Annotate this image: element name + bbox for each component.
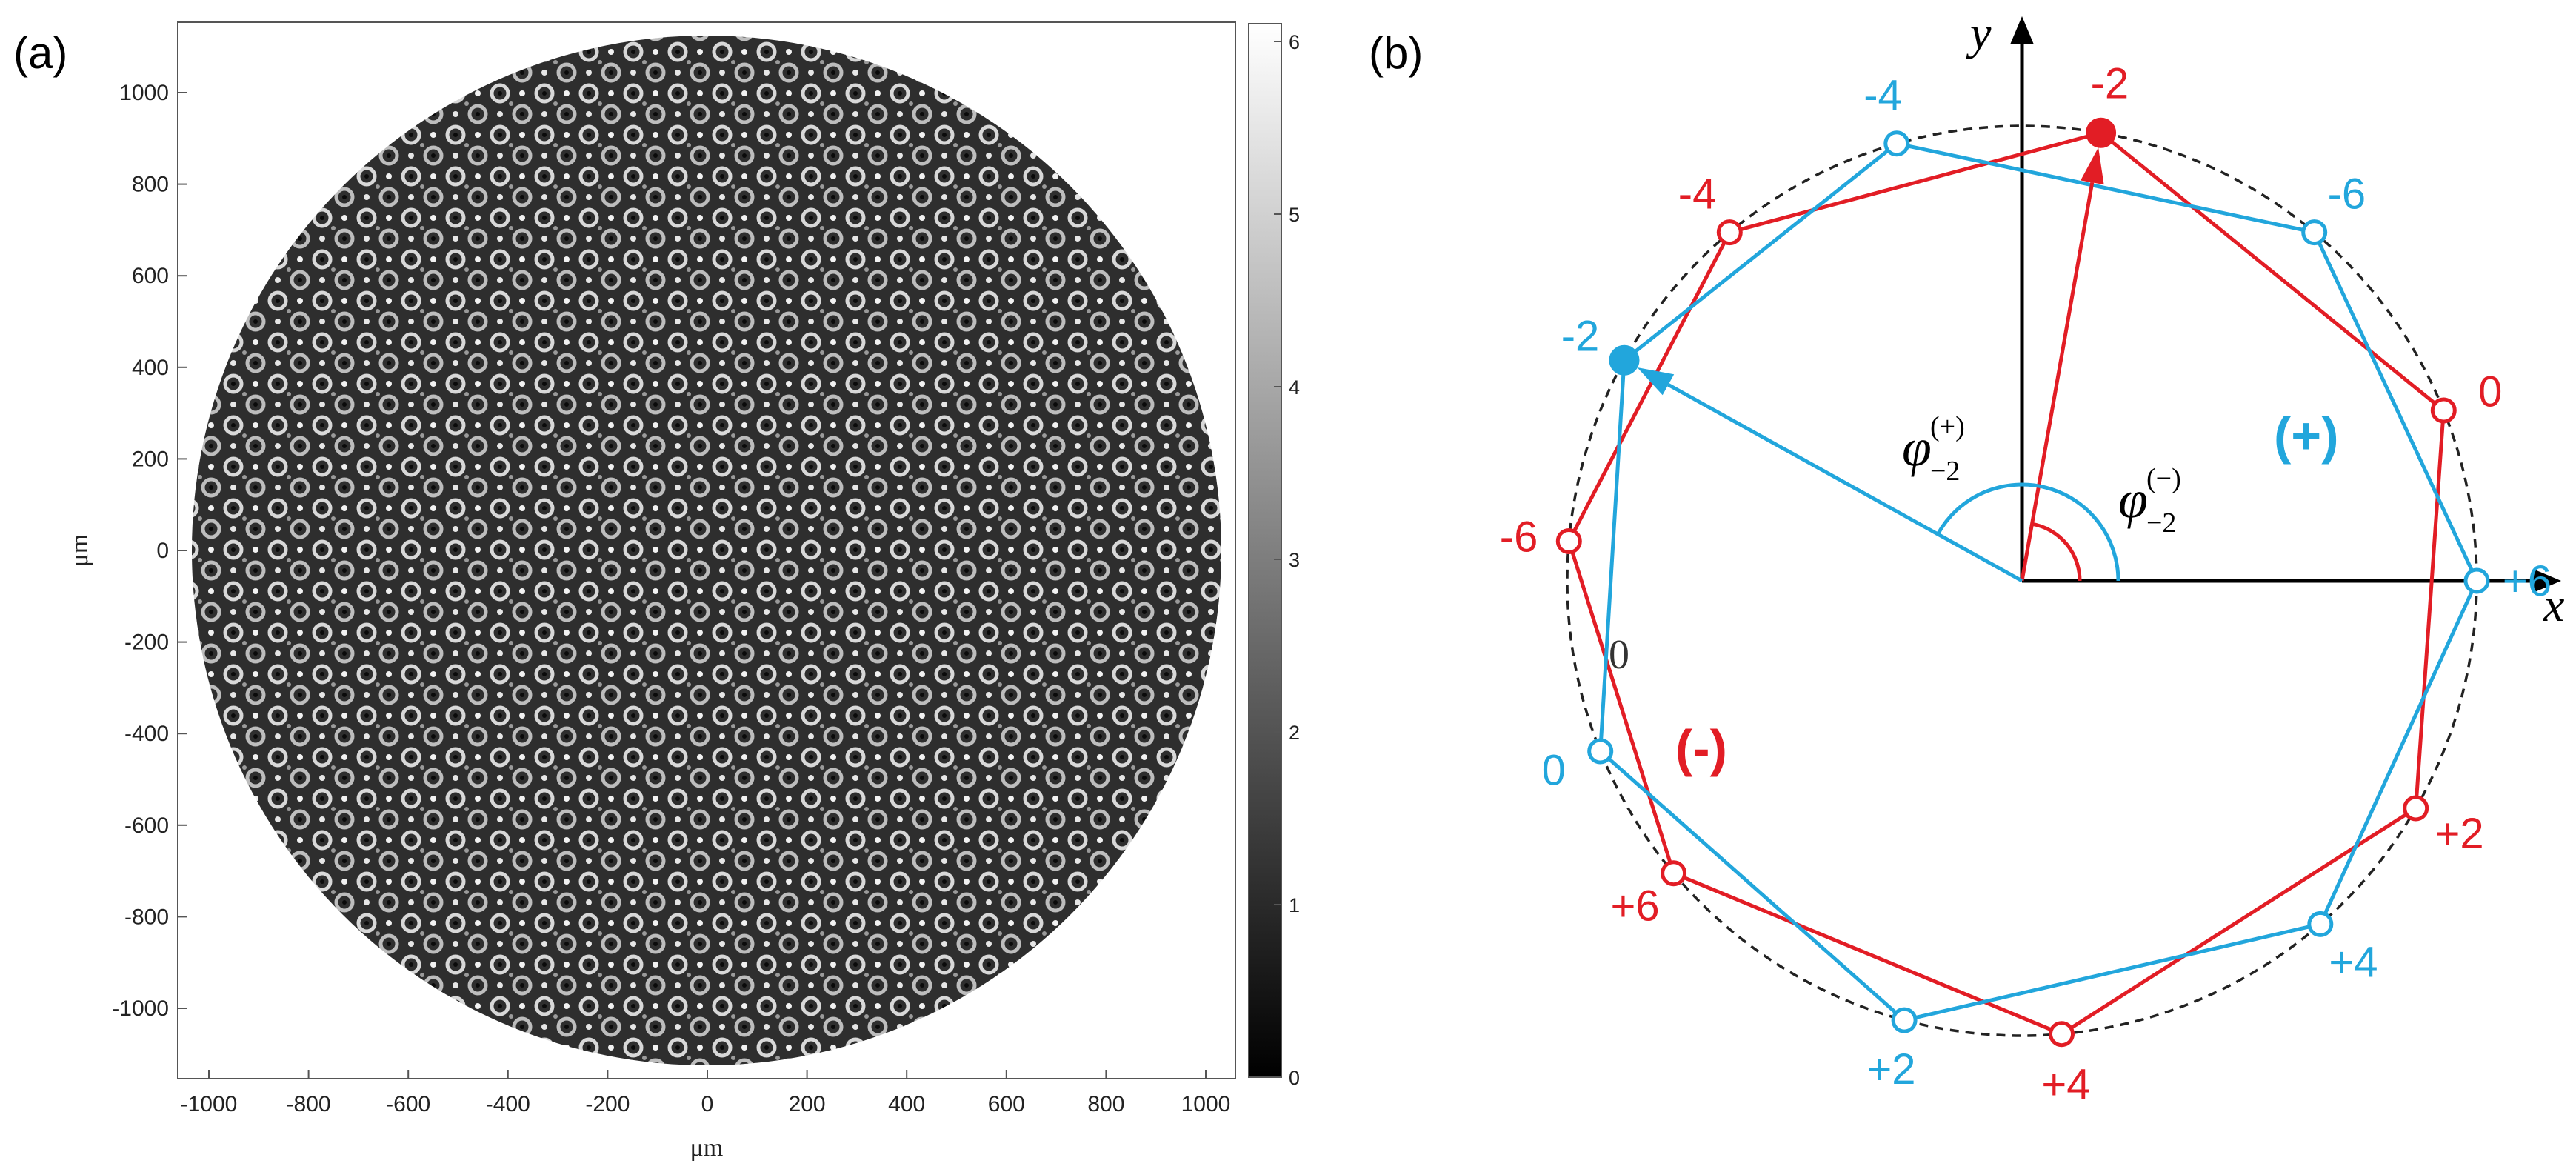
colorbar — [1248, 23, 1282, 1078]
x-tick-label: -800 — [287, 1092, 331, 1116]
x-tick-labels: -1000 -800 -600 -400 -200 0 200 400 600 800 1000 — [181, 1070, 1231, 1116]
y-tick-label: -600 — [124, 813, 169, 838]
blue-point-label: 0 — [1542, 747, 1566, 795]
colorbar-tick-label: 5 — [1289, 204, 1300, 226]
red-polygon — [1566, 130, 2446, 1036]
red-point-label: -4 — [1678, 170, 1717, 219]
colorbar-tick-labels: 6 5 4 3 2 1 0 — [1274, 31, 1300, 1089]
blue-point-label: -6 — [2328, 170, 2366, 219]
x-tick-label: 600 — [988, 1092, 1025, 1116]
y-axis-letter: y — [1966, 7, 1992, 59]
y-axis-label: μm — [66, 534, 93, 567]
phi-minus-arc — [2032, 522, 2082, 582]
blue-point-label: -2 — [1561, 312, 1600, 360]
blue-point-marker — [1891, 1007, 1918, 1033]
blue-point-marker — [1587, 738, 1614, 765]
y-tick-label: -400 — [124, 722, 169, 746]
x-axis-letter: x — [2543, 579, 2564, 631]
y-tick-label: 0 — [156, 539, 169, 563]
y-tick-label: 600 — [132, 264, 169, 288]
x-tick-label: 0 — [701, 1092, 714, 1116]
red-point-marker — [2403, 795, 2429, 822]
colorbar-tick-label: 6 — [1289, 31, 1300, 53]
x-tick-label: 800 — [1087, 1092, 1124, 1116]
y-tick-label: 400 — [132, 356, 169, 380]
y-tick-label: 1000 — [119, 81, 169, 105]
blue-vector-shaft — [1667, 383, 2023, 583]
blue-point-label: +2 — [1866, 1045, 1915, 1094]
y-tick-label: -1000 — [112, 996, 169, 1021]
red-point-label: +6 — [1611, 882, 1660, 930]
x-tick-label: 400 — [888, 1092, 925, 1116]
phi-plus-arc — [1936, 482, 2120, 582]
x-tick-label: 1000 — [1181, 1092, 1231, 1116]
polygons — [1566, 130, 2479, 1036]
inner-zero-label: 0 — [1609, 632, 1629, 678]
red-point-label: +2 — [2435, 810, 2484, 858]
vectors — [1637, 147, 2104, 583]
phi-minus-sub: −2 — [2146, 507, 2176, 539]
y-tick-label: 200 — [132, 447, 169, 471]
blue-point-marker — [2301, 219, 2328, 246]
y-tick-label: 800 — [132, 173, 169, 197]
panel-b-label: (b) — [1369, 28, 1423, 78]
blue-polygon — [1598, 142, 2479, 1022]
colorbar-tick-label: 0 — [1289, 1067, 1300, 1089]
blue-point-label: +4 — [2329, 939, 2378, 987]
blue-point-label: +6 — [2503, 557, 2552, 605]
blue-vector-head — [1637, 367, 1675, 396]
blue-point-marker — [1883, 130, 1910, 157]
red-point-label: +4 — [2041, 1060, 2090, 1108]
colorbar-tick-label: 1 — [1289, 894, 1300, 916]
phi-minus-symbol: φ (−) −2 — [2118, 463, 2181, 539]
colorbar-tick-label: 3 — [1289, 549, 1300, 571]
x-tick-label: -400 — [486, 1092, 530, 1116]
red-point-label: -2 — [2091, 59, 2129, 107]
phi-plus-sup: (+) — [1930, 411, 1965, 442]
blue-point-marker — [1609, 344, 1640, 376]
red-point-marker — [1716, 219, 1743, 246]
point-labels: -2 -4 -6 +6 +4 +2 0 -2 -4 -6 +6 +4 +2 0 — [1500, 59, 2552, 1108]
red-point-label: 0 — [2478, 368, 2502, 416]
point-markers — [1555, 117, 2490, 1048]
blue-point-label: -4 — [1863, 71, 1902, 119]
x-axis-arrowhead — [2533, 569, 2561, 593]
red-vector-shaft — [2020, 182, 2095, 582]
red-point-marker — [2430, 397, 2457, 424]
red-vector-head — [2081, 147, 2104, 185]
panel-a-label: (a) — [13, 28, 67, 78]
y-tick-labels: 1000 800 600 400 200 0 -200 -400 -600 -800 -1000 — [112, 81, 187, 1021]
y-tick-label: -800 — [124, 905, 169, 929]
x-tick-label: -200 — [585, 1092, 630, 1116]
phi-plus-sub: −2 — [1930, 456, 1960, 487]
red-point-marker — [1661, 860, 1687, 887]
region-minus-label: (-) — [1675, 719, 1727, 777]
red-point-marker — [2049, 1021, 2075, 1048]
red-point-marker — [1555, 528, 1582, 554]
colorbar-tick-label: 4 — [1289, 376, 1300, 399]
blue-point-marker — [2307, 911, 2334, 937]
angle-arcs — [1936, 482, 2120, 582]
y-axis-arrowhead — [2010, 16, 2034, 44]
phase-disk — [192, 36, 1221, 1065]
phi-minus-main: φ — [2118, 470, 2148, 529]
x-axis-label: μm — [690, 1134, 724, 1162]
panel-a: (a) -1000 -800 -600 -400 -200 0 200 400 600 800 10… — [13, 21, 1300, 1162]
x-tick-label: 200 — [789, 1092, 826, 1116]
phi-plus-main: φ — [1902, 418, 1932, 477]
x-tick-label: -1000 — [181, 1092, 238, 1116]
red-point-label: -6 — [1500, 513, 1538, 562]
region-plus-label: (+) — [2274, 407, 2339, 465]
panel-b: (b) x y -2 -4 -6 +6 +4 +2 0 -2 -4 -6 +6 +4 +2 0 (+) (… — [1369, 7, 2564, 1108]
colorbar-tick-label: 2 — [1289, 722, 1300, 744]
phi-minus-sup: (−) — [2146, 463, 2181, 494]
red-point-marker — [2086, 117, 2117, 148]
x-tick-label: -600 — [386, 1092, 430, 1116]
y-tick-label: -200 — [124, 630, 169, 655]
blue-point-marker — [2463, 567, 2490, 594]
phi-plus-symbol: φ (+) −2 — [1902, 411, 1965, 487]
